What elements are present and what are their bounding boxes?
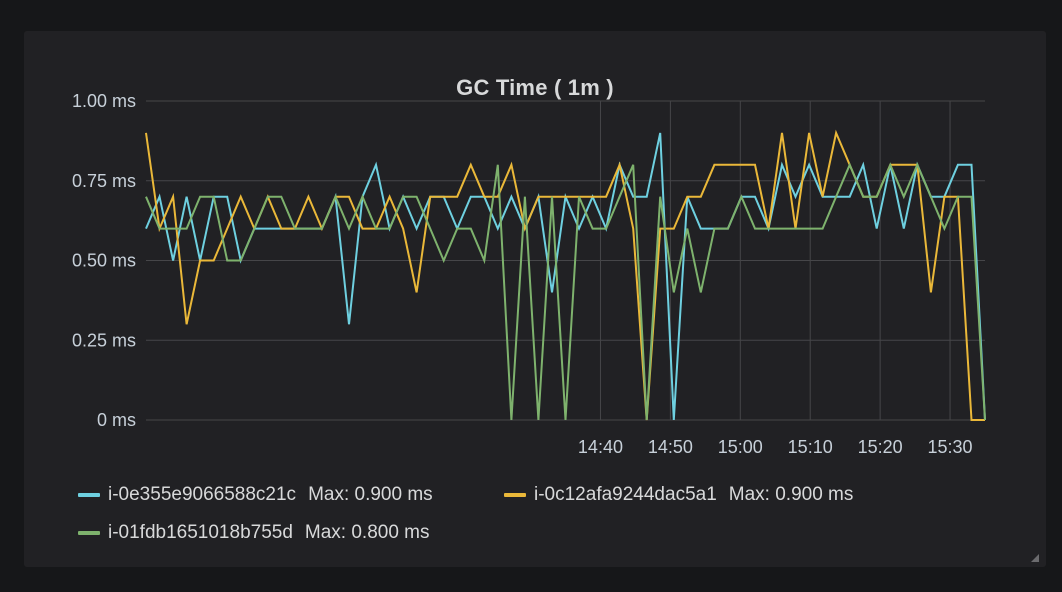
x-tick-label: 15:00 (718, 437, 763, 457)
plot-area[interactable] (145, 129, 986, 421)
y-tick-label: 0.25 ms (72, 330, 136, 350)
legend-series-name: i-0e355e9066588c21c (108, 484, 297, 505)
x-tick-label: 14:50 (648, 437, 693, 457)
legend-item-series-3[interactable]: i-01fdb1651018b755d Max: 0.800 ms (78, 522, 430, 544)
legend-swatch (78, 493, 100, 497)
resize-handle-icon[interactable] (1028, 551, 1040, 563)
legend-item-series-1[interactable]: i-0e355e9066588c21c Max: 0.900 ms (78, 484, 433, 506)
x-tick-label: 15:30 (928, 437, 973, 457)
y-tick-label: 0 ms (97, 410, 136, 430)
series-line-2[interactable] (145, 129, 985, 421)
x-tick-label: 15:20 (858, 437, 903, 457)
x-axis: 14:40 14:50 15:00 15:10 15:20 15:30 (578, 437, 973, 457)
legend-max-value: Max: 0.800 ms (304, 522, 430, 543)
y-tick-label: 0.75 ms (72, 171, 136, 191)
grid (146, 100, 985, 421)
y-tick-label: 0.50 ms (72, 251, 136, 271)
x-tick-label: 15:10 (788, 437, 833, 457)
legend-swatch (504, 493, 526, 497)
legend-max-value: Max: 0.900 ms (308, 484, 433, 505)
legend-series-name: i-0c12afa9244dac5a1 (534, 484, 717, 505)
legend-max-value: Max: 0.900 ms (728, 484, 854, 505)
series-line-3[interactable] (145, 162, 986, 421)
series-line-1[interactable] (145, 132, 986, 421)
panel-title[interactable]: GC Time ( 1m ) (456, 75, 614, 100)
x-tick-label: 14:40 (578, 437, 623, 457)
legend-series-name: i-01fdb1651018b755d (108, 522, 293, 543)
y-tick-label: 1.00 ms (72, 91, 136, 111)
legend-swatch (78, 531, 100, 535)
y-axis: 0 ms 0.25 ms 0.50 ms 0.75 ms 1.00 ms (72, 91, 136, 430)
legend-item-series-2[interactable]: i-0c12afa9244dac5a1 Max: 0.900 ms (504, 484, 853, 506)
graph-panel: GC Time ( 1m ) (24, 31, 1046, 567)
